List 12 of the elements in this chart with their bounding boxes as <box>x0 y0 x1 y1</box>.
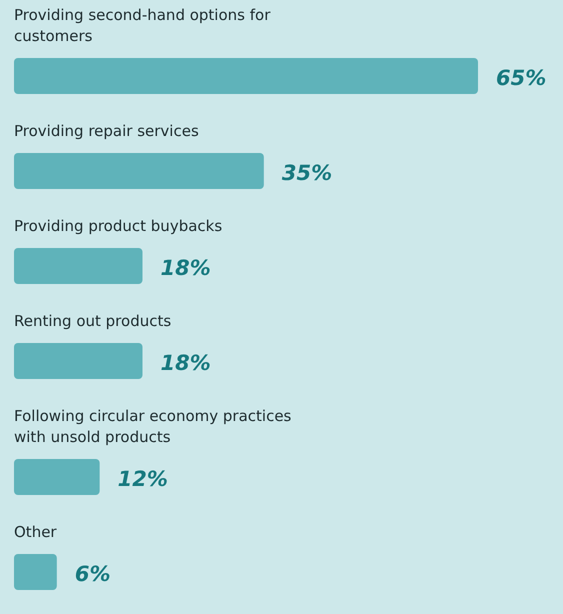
y-tick-label: Providing product buybacks <box>14 217 222 235</box>
y-tick-label: Following circular economy practices with unsold products <box>14 407 292 446</box>
y-tick-label: Providing repair services <box>14 122 199 140</box>
data-label: 65% <box>496 66 546 90</box>
y-tick-label: Renting out products <box>14 312 172 330</box>
y-tick-label: Providing second-hand options for customers <box>14 6 272 45</box>
data-label: 18% <box>160 256 211 280</box>
data-label: 6% <box>74 562 110 586</box>
data-label: 12% <box>118 467 168 491</box>
y-tick-label: Other <box>14 523 58 541</box>
data-label: 18% <box>160 351 211 375</box>
data-label: 35% <box>282 161 332 185</box>
